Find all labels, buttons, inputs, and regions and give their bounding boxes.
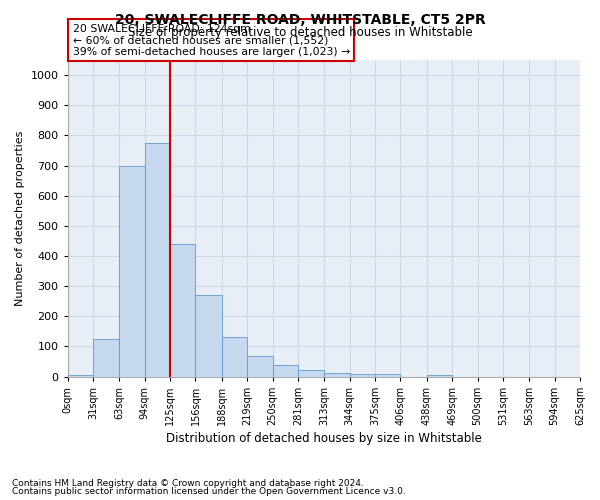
Bar xyxy=(145,143,170,376)
Bar xyxy=(375,374,400,376)
Bar xyxy=(247,356,272,376)
Text: Contains public sector information licensed under the Open Government Licence v3: Contains public sector information licen… xyxy=(12,487,406,496)
Text: 20, SWALECLIFFE ROAD, WHITSTABLE, CT5 2PR: 20, SWALECLIFFE ROAD, WHITSTABLE, CT5 2P… xyxy=(115,12,485,26)
Text: Size of property relative to detached houses in Whitstable: Size of property relative to detached ho… xyxy=(128,26,472,39)
Bar xyxy=(68,375,93,376)
Bar xyxy=(350,374,375,376)
Bar xyxy=(324,373,350,376)
Bar xyxy=(427,375,452,376)
Text: Contains HM Land Registry data © Crown copyright and database right 2024.: Contains HM Land Registry data © Crown c… xyxy=(12,478,364,488)
Bar xyxy=(196,295,222,376)
Bar xyxy=(272,365,298,376)
X-axis label: Distribution of detached houses by size in Whitstable: Distribution of detached houses by size … xyxy=(166,432,482,445)
Bar xyxy=(222,338,247,376)
Bar xyxy=(298,370,324,376)
Bar xyxy=(93,339,119,376)
Y-axis label: Number of detached properties: Number of detached properties xyxy=(15,130,25,306)
Text: 20 SWALECLIFFE ROAD: 124sqm
← 60% of detached houses are smaller (1,552)
39% of : 20 SWALECLIFFE ROAD: 124sqm ← 60% of det… xyxy=(73,24,350,57)
Bar xyxy=(119,166,145,376)
Bar xyxy=(170,244,196,376)
